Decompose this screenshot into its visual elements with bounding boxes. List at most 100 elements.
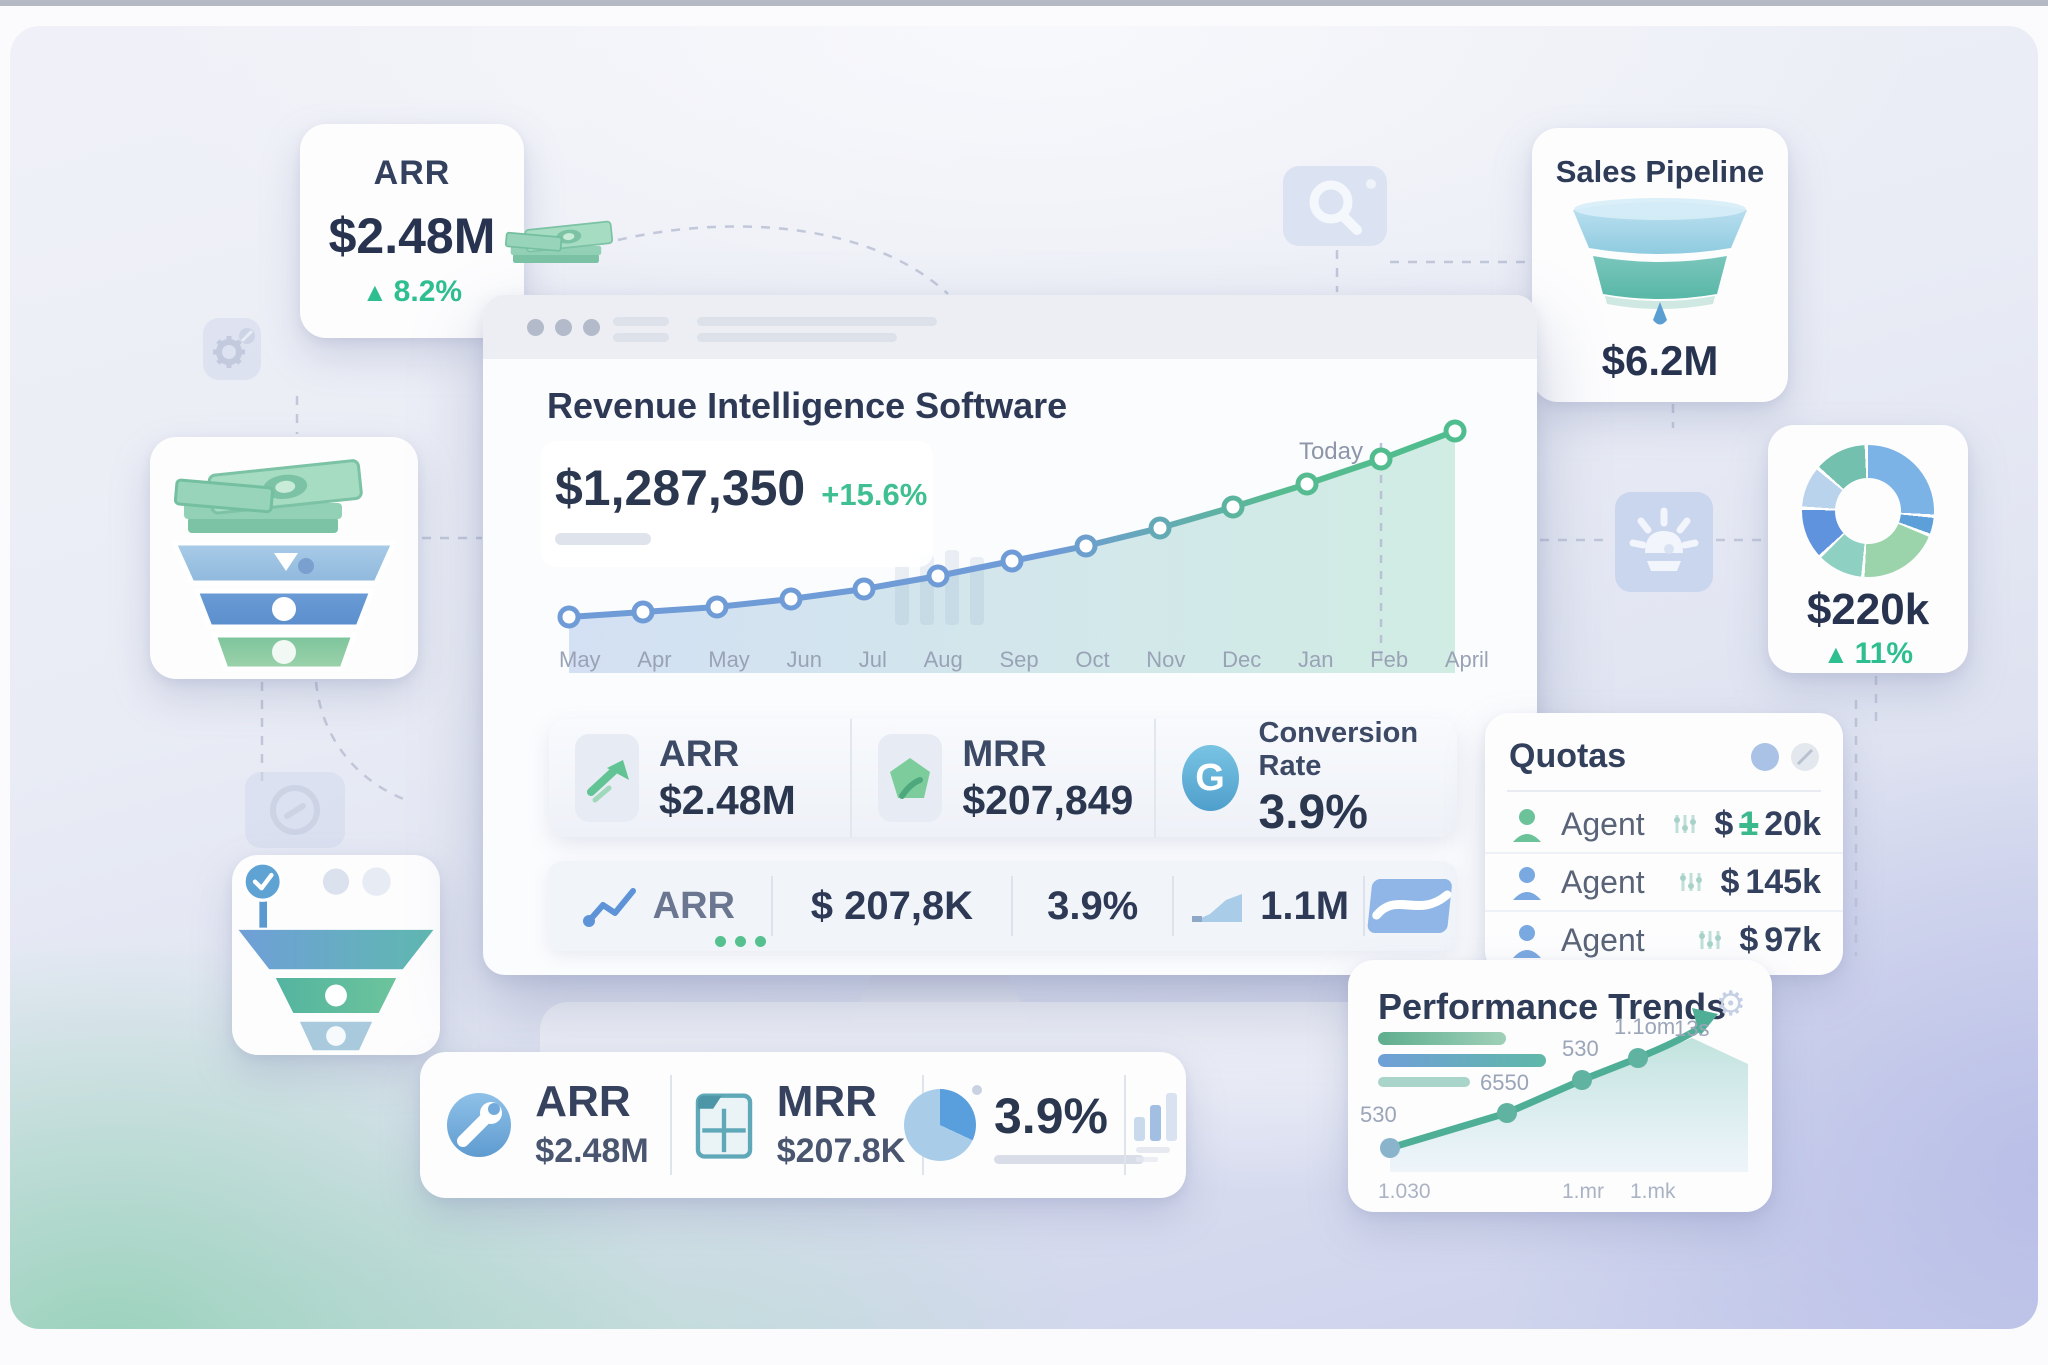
bottom-mrr-value: $207.8K	[776, 1131, 906, 1170]
sliders-icon[interactable]	[1670, 809, 1700, 839]
bottom-mrr: MRR $207.8K	[670, 1075, 922, 1175]
perf-point-label: 530	[1562, 1036, 1599, 1061]
placeholder-bar	[555, 533, 651, 545]
bottom-rate-value: 3.9%	[994, 1087, 1108, 1144]
conversion-icon: G	[1181, 745, 1239, 811]
arr-trend-icon	[575, 734, 639, 822]
bottom-arr: ARR $2.48M	[420, 1075, 670, 1175]
tab-placeholder	[613, 317, 669, 342]
browser-titlebar	[483, 295, 1537, 359]
search-button[interactable]	[1283, 166, 1387, 246]
axis-label: May	[708, 647, 750, 672]
donut-delta: ▲ 11%	[1822, 637, 1914, 670]
progress-bar	[1378, 1032, 1506, 1045]
kpi-row: ARR $2.48M MRR $207,849 G Conversion Rat…	[549, 717, 1457, 839]
agent-icon	[1513, 809, 1541, 842]
bottom-metrics-card: ARR $2.48M MRR $207.8K 3.9%	[420, 1052, 1186, 1198]
agent-icon	[1513, 925, 1541, 958]
money-stack-illustration	[174, 459, 363, 533]
arr-card-title: ARR	[373, 154, 451, 192]
pipeline-title: Sales Pipeline	[1555, 154, 1765, 189]
bottom-arr-label: ARR	[535, 1076, 631, 1126]
bottom-barchart	[1124, 1075, 1186, 1175]
funnel-chart-icon	[171, 541, 397, 672]
mrr-gem-icon	[878, 734, 943, 822]
axis-label: Jul	[858, 647, 887, 672]
ticker-dots	[715, 936, 766, 947]
ticker-arr: ARR	[547, 876, 771, 947]
address-bar-placeholder	[697, 317, 937, 342]
arr-card-value: $2.48M	[328, 208, 496, 264]
quota-row: Agent $145k	[1485, 852, 1843, 910]
insights-button[interactable]	[1615, 492, 1713, 592]
axis-label: Dec	[1222, 647, 1262, 672]
area-chart-icon	[1192, 894, 1243, 922]
sliders-icon[interactable]	[1676, 867, 1706, 897]
line-trend-icon	[582, 888, 636, 927]
axis-label: Aug	[923, 647, 963, 672]
chart-x-axis: May Apr May Jun Jul Aug Sep Oct Nov Dec …	[559, 647, 1489, 673]
bottom-arr-value: $2.48M	[535, 1131, 649, 1170]
ticker-rate: 3.9%	[1011, 876, 1172, 936]
ticker-volume: 1.1M	[1172, 876, 1363, 936]
today-annotation: Today	[1299, 438, 1363, 465]
kpi-mrr-label: MRR	[962, 732, 1047, 774]
quota-amount: $97k	[1739, 920, 1821, 959]
performance-trends-title: Performance Trends	[1378, 986, 1727, 1027]
funnel-money-card	[150, 437, 418, 679]
donut-chart	[1802, 445, 1934, 577]
perf-point-label: 530	[1360, 1102, 1397, 1127]
window-traffic-lights[interactable]	[527, 319, 600, 336]
revenue-line-chart: Today	[557, 419, 1467, 673]
donut-value: $220k	[1806, 585, 1930, 634]
axis-label: Oct	[1075, 647, 1110, 672]
agent-icon	[1513, 867, 1541, 900]
kpi-arr: ARR $2.48M	[549, 719, 850, 837]
pipeline-funnel-icon	[1573, 198, 1747, 325]
spreadsheet-icon	[695, 1093, 752, 1159]
money-stack-illustration	[505, 220, 614, 264]
arr-summary-card: ARR $2.48M ▲ 8.2%	[300, 124, 524, 338]
globe-wrench-icon	[447, 1093, 512, 1157]
kpi-mrr: MRR $207,849	[850, 719, 1153, 837]
perf-line-chart: 530 6550 530 1.1om 13s 1.030 1.mr 1.mk	[1360, 1008, 1748, 1203]
quotas-filter-dot[interactable]	[1751, 742, 1779, 771]
sales-pipeline-card: Sales Pipeline $6.2M	[1532, 128, 1788, 402]
gear-icon[interactable]: ⚙	[1715, 985, 1746, 1023]
axis-label: Sep	[999, 647, 1039, 672]
ticker-arr-label: ARR	[652, 884, 735, 927]
quotas-title: Quotas	[1509, 737, 1627, 775]
progress-bar	[1378, 1054, 1546, 1067]
axis-label: Apr	[637, 647, 672, 672]
up-arrow-icon: ▲	[361, 277, 388, 307]
kpi-arr-label: ARR	[659, 732, 740, 774]
settings-button[interactable]	[203, 318, 261, 380]
bottom-mrr-label: MRR	[776, 1076, 877, 1126]
browser-window: Revenue Intelligence Software Today	[483, 295, 1537, 975]
history-button[interactable]	[245, 772, 345, 848]
quota-amount: $145k	[1720, 862, 1821, 901]
axis-label: April	[1444, 647, 1489, 672]
bar-chart-icon	[1134, 1093, 1177, 1162]
kpi-arr-value: $2.48M	[659, 776, 796, 823]
sliders-icon[interactable]	[1695, 925, 1725, 955]
gear-icon	[213, 328, 255, 368]
perf-axis-label: 1.mk	[1630, 1180, 1676, 1203]
revenue-headline-block: $1,287,350 +15.6%	[541, 441, 933, 567]
perf-axis-label: 1.030	[1378, 1180, 1431, 1203]
axis-label: Nov	[1146, 647, 1186, 672]
bottom-rate: 3.9%	[904, 1075, 1144, 1175]
screen-top-edge	[0, 0, 2048, 6]
quotas-disabled-icon[interactable]	[1791, 742, 1819, 771]
axis-label: Jun	[786, 647, 823, 672]
flag-chart-icon	[1367, 879, 1452, 933]
up-arrow-icon: ▲	[1822, 639, 1849, 669]
axis-label: Feb	[1370, 647, 1409, 672]
quotas-card: Quotas Agent $1 20k Agent $145k	[1485, 713, 1843, 975]
agent-label: Agent	[1561, 805, 1645, 842]
kpi-cr-value: 3.9%	[1258, 785, 1368, 839]
progress-bar	[1378, 1077, 1470, 1087]
agent-label: Agent	[1561, 921, 1645, 958]
pipeline-value: $6.2M	[1601, 337, 1719, 384]
